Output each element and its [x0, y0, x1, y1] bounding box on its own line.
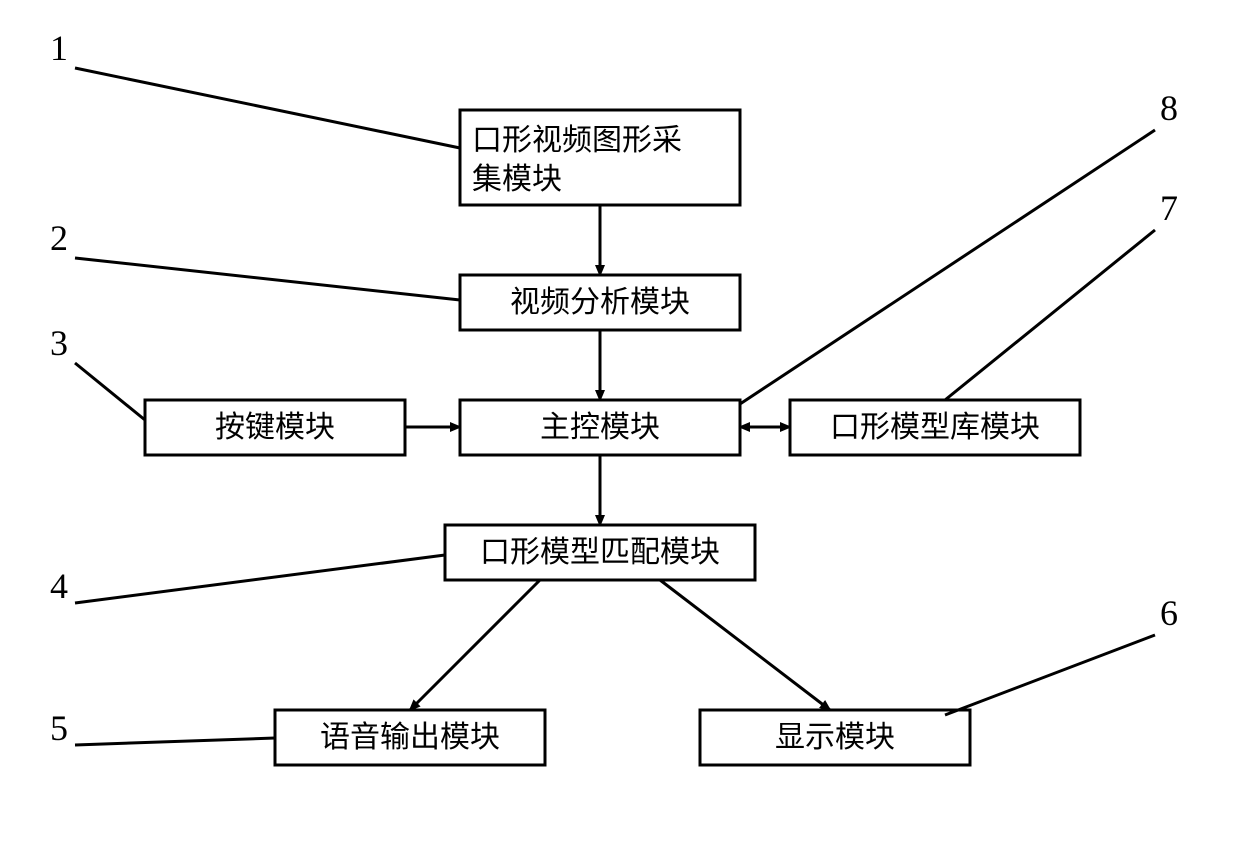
callout-number-3: 3: [50, 323, 68, 363]
leader-4: [75, 555, 445, 603]
node-n5: 语音输出模块: [275, 710, 545, 765]
node-label-line1: 口形视频图形采: [472, 124, 682, 157]
node-n4: 口形模型匹配模块: [445, 525, 755, 580]
node-label: 口形模型匹配模块: [480, 536, 720, 569]
flowchart-canvas: 口形视频图形采集模块视频分析模块主控模块 按键模块 口形模型库模块口形模型匹配模块语…: [0, 0, 1240, 860]
leader-5: [75, 738, 275, 745]
callout-number-4: 4: [50, 566, 68, 606]
callout-number-1: 1: [50, 28, 68, 68]
node-n8: 主控模块: [460, 400, 740, 455]
node-n7: 口形模型库模块: [790, 400, 1080, 455]
callout-number-5: 5: [50, 708, 68, 748]
callout-number-7: 7: [1160, 188, 1178, 228]
leader-6: [945, 635, 1155, 715]
node-n1: 口形视频图形采集模块: [460, 110, 740, 205]
edge-n4-n5: [410, 580, 540, 710]
leader-2: [75, 258, 460, 300]
callout-number-6: 6: [1160, 593, 1178, 633]
node-n3: 按键模块: [145, 400, 405, 455]
node-label: 语音输出模块: [320, 721, 500, 754]
node-label: 显示模块: [775, 721, 895, 754]
node-label: 按键模块: [215, 411, 335, 444]
callout-number-8: 8: [1160, 88, 1178, 128]
node-n6: 显示模块: [700, 710, 970, 765]
edge-n4-n6: [660, 580, 830, 710]
leader-1: [75, 68, 460, 148]
node-label: 主控模块: [540, 411, 660, 444]
nodes-layer: 口形视频图形采集模块视频分析模块主控模块 按键模块 口形模型库模块口形模型匹配模块语…: [145, 110, 1080, 765]
leader-8: [740, 130, 1155, 404]
node-label: 视频分析模块: [510, 286, 690, 319]
node-n2: 视频分析模块: [460, 275, 740, 330]
node-label-line2: 集模块: [472, 163, 562, 196]
node-label: 口形模型库模块: [830, 411, 1040, 444]
callout-number-2: 2: [50, 218, 68, 258]
leader-7: [945, 230, 1155, 400]
leader-3: [75, 363, 145, 420]
